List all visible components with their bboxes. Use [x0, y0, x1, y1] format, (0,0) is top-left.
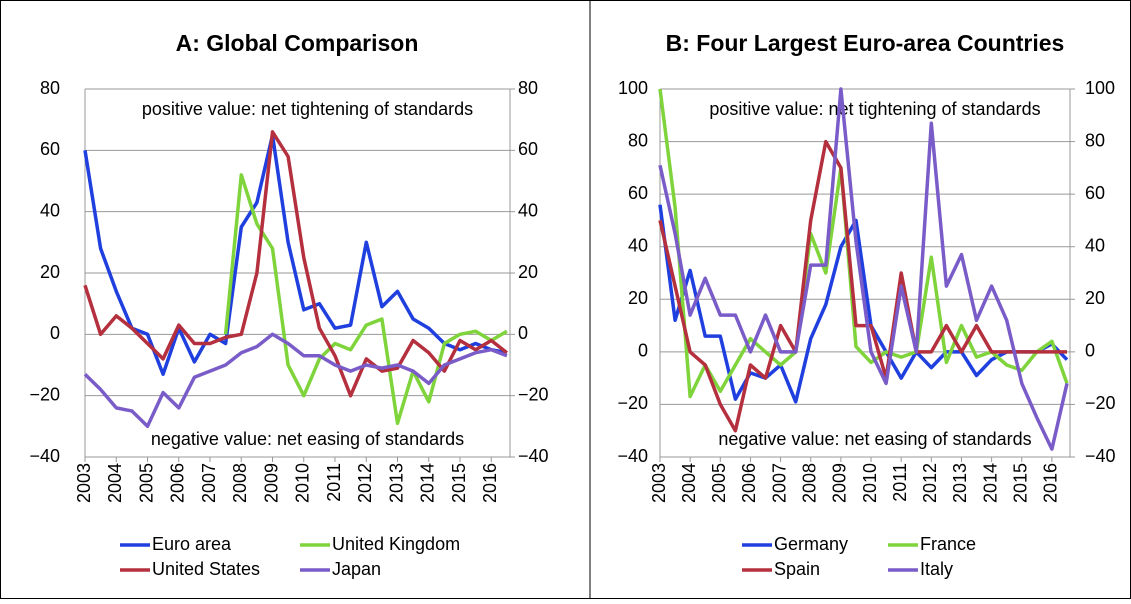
x-tick-label: 2016 [1041, 463, 1061, 503]
legend-label: Euro area [152, 534, 232, 554]
x-tick-label: 2014 [418, 463, 438, 503]
annotation: negative value: net easing of standards [151, 429, 464, 449]
x-tick-label: 2011 [890, 463, 910, 502]
y2-tick-label: 20 [518, 262, 538, 282]
x-tick-label: 2003 [649, 463, 669, 503]
y2-tick-label: 60 [518, 139, 538, 159]
y-tick-label: 40 [628, 235, 648, 255]
y2-tick-label: 60 [1085, 183, 1105, 203]
x-tick-label: 2009 [261, 463, 281, 503]
x-tick-label: 2004 [105, 463, 125, 503]
y-tick-label: 20 [628, 288, 648, 308]
x-tick-label: 2005 [136, 463, 156, 503]
annotation: positive value: net tightening of standa… [142, 99, 473, 119]
series-line [658, 139, 1067, 433]
y-tick-label: −20 [29, 384, 60, 404]
y-tick-label: 80 [628, 130, 648, 150]
y2-tick-label: 80 [1085, 130, 1105, 150]
y2-tick-label: 80 [518, 78, 538, 98]
y-tick-label: 0 [50, 323, 60, 343]
y-tick-label: −20 [617, 393, 648, 413]
x-tick-label: 2010 [293, 463, 313, 503]
y-tick-label: −40 [29, 446, 60, 466]
x-tick-label: 2012 [920, 463, 940, 503]
series-line [83, 133, 508, 376]
series-line [83, 130, 508, 398]
y-tick-label: 60 [40, 139, 60, 159]
x-tick-label: 2014 [980, 463, 1000, 503]
x-tick-label: 2008 [799, 463, 819, 503]
x-tick-label: 2007 [769, 463, 789, 503]
legend-label: Germany [774, 534, 848, 554]
legend-label: Japan [332, 559, 381, 579]
x-tick-label: 2009 [830, 463, 850, 503]
series-line [658, 88, 1069, 399]
legend-label: France [920, 534, 976, 554]
y-tick-label: 0 [638, 341, 648, 361]
y2-tick-label: −40 [1085, 446, 1116, 466]
legend-label: Italy [920, 559, 953, 579]
x-tick-label: 2006 [168, 463, 188, 503]
y-tick-label: 40 [40, 200, 60, 220]
y2-tick-label: 40 [518, 200, 538, 220]
x-tick-label: 2013 [950, 463, 970, 503]
series-line [83, 332, 508, 429]
y-tick-label: −40 [617, 446, 648, 466]
x-tick-label: 2015 [1011, 463, 1031, 503]
y2-tick-label: 20 [1085, 288, 1105, 308]
y2-tick-label: 0 [1085, 341, 1095, 361]
series-line [658, 204, 1069, 404]
legend-label: Spain [774, 559, 820, 579]
y-tick-label: 60 [628, 183, 648, 203]
legend-label: United States [152, 559, 260, 579]
x-tick-label: 2016 [480, 463, 500, 503]
y2-tick-label: −20 [1085, 393, 1116, 413]
annotation: positive value: net tightening of standa… [709, 99, 1040, 119]
chart-title: A: Global Comparison [176, 30, 419, 56]
y2-tick-label: 40 [1085, 235, 1105, 255]
x-tick-label: 2005 [709, 463, 729, 503]
x-tick-label: 2011 [324, 463, 344, 502]
chart-title: B: Four Largest Euro-area Countries [666, 30, 1065, 56]
y2-tick-label: 100 [1085, 78, 1115, 98]
x-tick-label: 2013 [386, 463, 406, 503]
legend-label: United Kingdom [332, 534, 460, 554]
y-tick-label: 80 [40, 78, 60, 98]
series-line [223, 173, 508, 426]
y-tick-label: 20 [40, 262, 60, 282]
x-tick-label: 2012 [355, 463, 375, 503]
x-tick-label: 2004 [679, 463, 699, 503]
x-tick-label: 2015 [449, 463, 469, 503]
x-tick-label: 2007 [199, 463, 219, 503]
x-tick-label: 2008 [230, 463, 250, 503]
y-tick-label: 100 [618, 78, 648, 98]
y2-tick-label: −40 [518, 446, 549, 466]
x-tick-label: 2003 [74, 463, 94, 503]
y2-tick-label: 0 [518, 323, 528, 343]
series-line [658, 87, 1069, 451]
y2-tick-label: −20 [518, 384, 549, 404]
x-tick-label: 2006 [739, 463, 759, 503]
annotation: negative value: net easing of standards [718, 429, 1031, 449]
x-tick-label: 2010 [860, 463, 880, 503]
